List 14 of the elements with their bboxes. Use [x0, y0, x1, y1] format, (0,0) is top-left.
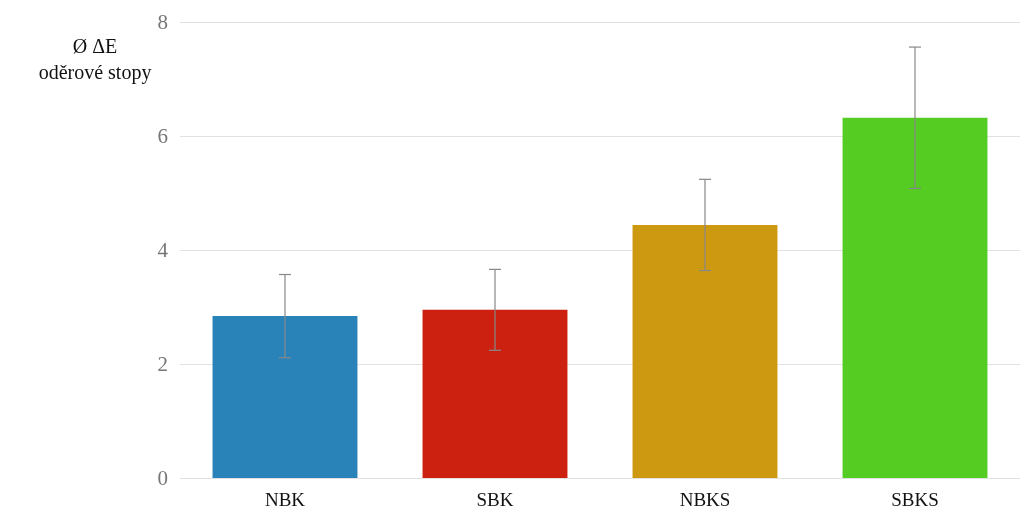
- y-tick-label: 2: [157, 352, 168, 376]
- x-tick-label: SBK: [476, 489, 514, 510]
- bar: [422, 309, 568, 478]
- bar: [842, 117, 988, 478]
- y-axis-title: Ø ΔE oděrové stopy: [38, 35, 152, 84]
- x-tick-label: NBKS: [679, 489, 731, 510]
- y-tick-label: 4: [157, 238, 169, 262]
- y-tick-label: 8: [157, 10, 168, 34]
- bar: [632, 224, 778, 478]
- x-tick-label: NBK: [264, 489, 306, 510]
- x-tick-label: SBKS: [891, 489, 939, 510]
- bar: [212, 316, 358, 478]
- y-tick-label: 6: [157, 124, 168, 148]
- y-tick-label: 0: [157, 466, 168, 490]
